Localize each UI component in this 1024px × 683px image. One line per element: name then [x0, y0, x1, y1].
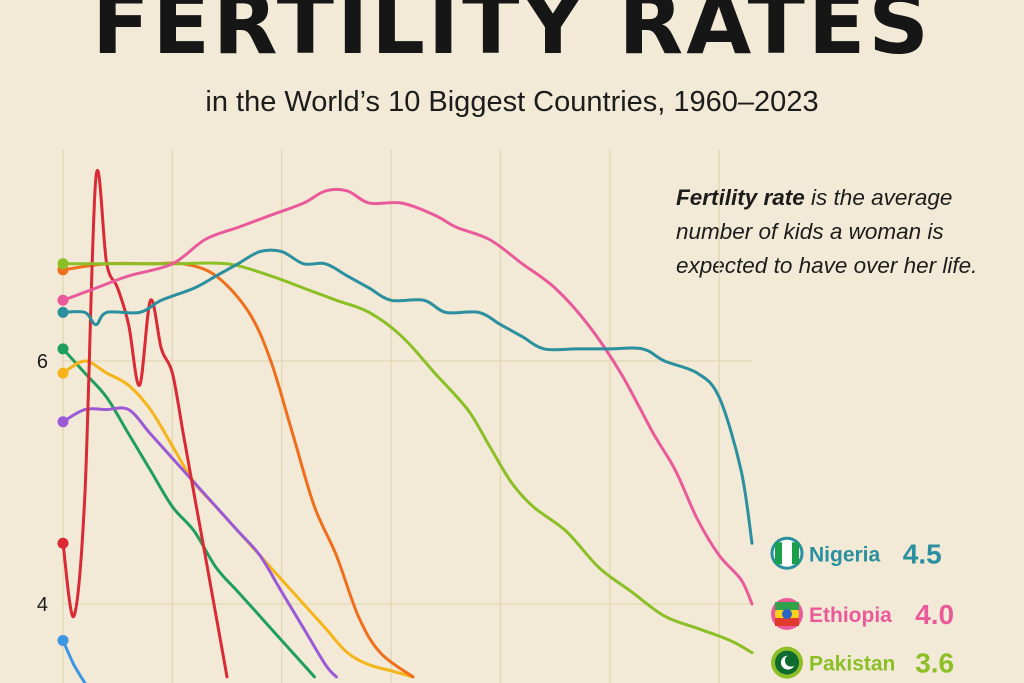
series-line — [61, 639, 87, 683]
ethiopia-flag-red — [775, 618, 799, 626]
end-label-nigeria: Nigeria 4.5 — [770, 536, 942, 570]
end-label-name: Nigeria — [809, 543, 881, 566]
end-label-name: Ethiopia — [809, 604, 892, 627]
series-start-dot — [57, 306, 69, 318]
grid — [62, 150, 752, 683]
pakistan-flag-crescent-cut — [785, 654, 797, 667]
end-label-name: Pakistan — [809, 653, 895, 676]
end-label-value: 4.0 — [915, 599, 954, 630]
note-text: is the average number of kids a woman is… — [676, 185, 978, 278]
end-labels: Nigeria 4.5 Ethiopia 4.0 Pakistan 3.6 — [770, 536, 954, 679]
series-lines — [61, 168, 754, 683]
end-label-value: 4.5 — [903, 538, 942, 569]
y-axis-ticks: 64 — [37, 351, 48, 616]
end-label-value: 3.6 — [915, 648, 954, 679]
chart-subtitle: in the World’s 10 Biggest Countries, 196… — [205, 86, 819, 118]
series-line — [61, 406, 338, 679]
series-start-dot — [57, 258, 69, 270]
series-start-dot — [57, 537, 69, 549]
series-line — [61, 187, 754, 606]
nigeria-flag-stripe-right — [792, 542, 799, 565]
series-start-dot — [57, 634, 69, 646]
series-line — [61, 347, 316, 679]
ethiopia-flag-green — [775, 602, 799, 610]
y-tick-label: 4 — [37, 594, 48, 616]
end-label-ethiopia: Ethiopia 4.0 — [771, 598, 954, 630]
nigeria-flag-stripe-left — [775, 542, 782, 565]
note-bold: Fertility rate — [676, 185, 805, 210]
series-start-dot — [57, 343, 69, 355]
series-line — [61, 168, 229, 679]
series-line — [61, 261, 415, 679]
ethiopia-flag-emblem — [782, 609, 792, 619]
series-start-dot — [57, 416, 69, 428]
series-start-dot — [57, 294, 69, 306]
chart-title: FERTILITY RATES — [0, 0, 1024, 66]
series-line — [61, 248, 754, 545]
series-start-dots — [57, 258, 69, 646]
y-tick-label: 6 — [37, 351, 48, 373]
series-start-dot — [57, 367, 69, 379]
title-text: FERTILITY RATES — [92, 0, 932, 73]
series-line — [61, 261, 754, 655]
end-label-pakistan: Pakistan 3.6 — [771, 646, 954, 679]
definition-note: Fertility rate is the average number of … — [676, 181, 1006, 283]
